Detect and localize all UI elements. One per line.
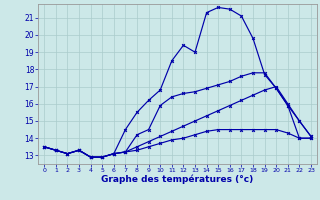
X-axis label: Graphe des températures (°c): Graphe des températures (°c): [101, 175, 254, 184]
